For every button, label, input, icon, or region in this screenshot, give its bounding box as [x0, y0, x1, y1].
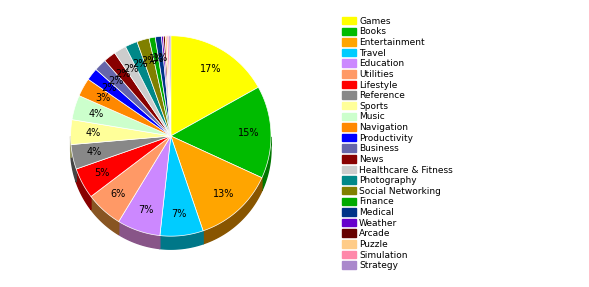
Legend: Games, Books, Entertainment, Travel, Education, Utilities, Lifestyle, Reference,: Games, Books, Entertainment, Travel, Edu…	[340, 15, 455, 272]
Text: 2%: 2%	[141, 56, 157, 66]
Text: 2%: 2%	[124, 64, 139, 74]
Polygon shape	[171, 136, 262, 231]
Polygon shape	[91, 136, 171, 222]
Polygon shape	[71, 120, 171, 145]
Polygon shape	[105, 53, 171, 136]
Polygon shape	[91, 197, 119, 234]
Polygon shape	[262, 137, 271, 191]
Text: 15%: 15%	[238, 128, 260, 138]
Text: 17%: 17%	[200, 64, 221, 74]
Polygon shape	[155, 36, 171, 136]
Text: 4%: 4%	[85, 128, 100, 138]
Polygon shape	[119, 222, 160, 249]
Polygon shape	[125, 42, 171, 136]
Polygon shape	[160, 231, 203, 249]
Polygon shape	[137, 38, 171, 136]
Text: 6%: 6%	[111, 189, 126, 199]
Text: 1%: 1%	[154, 53, 168, 63]
Polygon shape	[79, 79, 171, 136]
Polygon shape	[160, 136, 203, 236]
Text: 1%: 1%	[148, 54, 164, 64]
Text: 2%: 2%	[133, 59, 148, 69]
Polygon shape	[169, 36, 171, 136]
Polygon shape	[71, 136, 171, 169]
Polygon shape	[161, 36, 171, 136]
Text: 2%: 2%	[115, 69, 131, 79]
Text: 13%: 13%	[213, 189, 234, 199]
Polygon shape	[163, 36, 171, 136]
Polygon shape	[96, 61, 171, 136]
Text: 7%: 7%	[171, 209, 187, 219]
Polygon shape	[119, 136, 171, 236]
Polygon shape	[88, 69, 171, 136]
Polygon shape	[171, 36, 259, 136]
Polygon shape	[203, 178, 262, 244]
Text: 7%: 7%	[138, 205, 153, 215]
Polygon shape	[72, 96, 171, 136]
Text: 4%: 4%	[87, 147, 102, 157]
Polygon shape	[167, 36, 171, 136]
Text: 3%: 3%	[95, 93, 110, 103]
Text: 4%: 4%	[88, 109, 104, 119]
Polygon shape	[165, 36, 171, 136]
Polygon shape	[71, 145, 76, 182]
Polygon shape	[149, 37, 171, 136]
Polygon shape	[76, 136, 171, 197]
Polygon shape	[171, 87, 271, 178]
Polygon shape	[76, 169, 91, 210]
Polygon shape	[115, 46, 171, 136]
Text: 2%: 2%	[108, 75, 124, 86]
Text: 5%: 5%	[94, 168, 110, 178]
Text: 2%: 2%	[101, 83, 117, 93]
